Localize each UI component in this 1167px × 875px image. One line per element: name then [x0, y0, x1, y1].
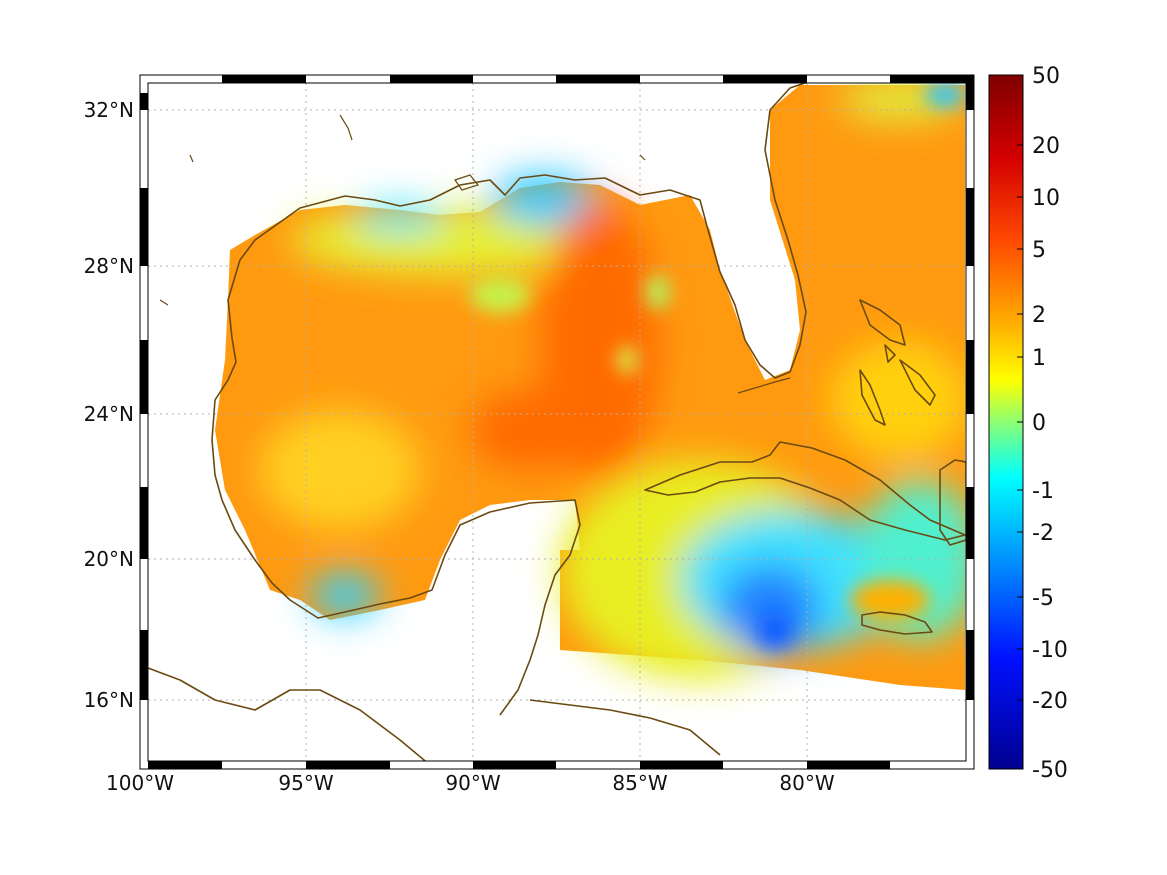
colorbar-label: -1: [1032, 479, 1054, 504]
lat-tick-label: 32°N: [84, 98, 134, 122]
lat-tick-label: 16°N: [84, 688, 134, 712]
field-atlantic-cyan: [925, 83, 965, 107]
coast-islands-misc: [159, 114, 646, 306]
colorbar-label: 0: [1032, 411, 1046, 436]
field-small-eddy: [617, 346, 637, 374]
field-jamaica-orange: [850, 580, 930, 620]
data-field: [215, 83, 966, 690]
coast-cuba: [644, 441, 966, 541]
coast-bahamas: [859, 299, 936, 426]
coast-keys: [737, 377, 791, 394]
coast-honduras: [529, 699, 721, 756]
coast-mexico-west: [211, 361, 581, 716]
colorbar-label: 2: [1032, 303, 1046, 328]
colorbar-label: -50: [1032, 758, 1068, 783]
colorbar-label: -5: [1032, 586, 1054, 611]
lat-tick-labels: 32°N 28°N 24°N 20°N 16°N: [84, 98, 134, 712]
field-central-red: [470, 390, 590, 470]
coast-central-america: [148, 667, 427, 761]
graticule: [148, 83, 966, 761]
colorbar-label: 20: [1032, 134, 1060, 159]
lat-tick-label: 20°N: [84, 547, 134, 571]
coastline: [148, 83, 966, 761]
field-bay-campeche-cyan: [310, 573, 380, 617]
field-caribbean-blue: [720, 565, 820, 655]
field-deep-blue: [757, 612, 793, 648]
coast-hispaniola: [939, 459, 966, 546]
lon-tick-labels: 100°W 95°W 90°W 85°W 80°W: [106, 771, 835, 795]
colorbar-label: -2: [1032, 521, 1054, 546]
field-bahamas: [830, 340, 966, 460]
colorbar: 50 20 10 5 2 1 0 -1 -2 -5 -10 -20 -50: [988, 64, 1068, 783]
lon-tick-label: 100°W: [106, 771, 174, 795]
colorbar-label: 10: [1032, 186, 1060, 211]
colorbar-label: -10: [1032, 638, 1068, 663]
colorbar-label: 1: [1032, 346, 1046, 371]
lon-tick-label: 80°W: [779, 771, 834, 795]
colorbar-label: -20: [1032, 689, 1068, 714]
lat-tick-label: 28°N: [84, 254, 134, 278]
axes-frame: [139, 74, 975, 770]
lon-tick-label: 90°W: [445, 771, 500, 795]
field-louisiana-cyan: [355, 204, 445, 232]
coast-jamaica: [861, 611, 933, 635]
colorbar-label: 5: [1032, 238, 1046, 263]
colorbar-label: 50: [1032, 64, 1060, 89]
field-west-yellow: [260, 410, 420, 530]
lon-tick-label: 85°W: [612, 771, 667, 795]
lat-tick-label: 24°N: [84, 402, 134, 426]
lon-tick-label: 95°W: [278, 771, 333, 795]
field-mississippi-cyan: [490, 175, 600, 225]
field-warm-eddy: [646, 274, 670, 310]
coast-us-gulf: [227, 83, 808, 379]
field-green-north: [470, 277, 530, 313]
colorbar-ticks: [1017, 144, 1023, 701]
